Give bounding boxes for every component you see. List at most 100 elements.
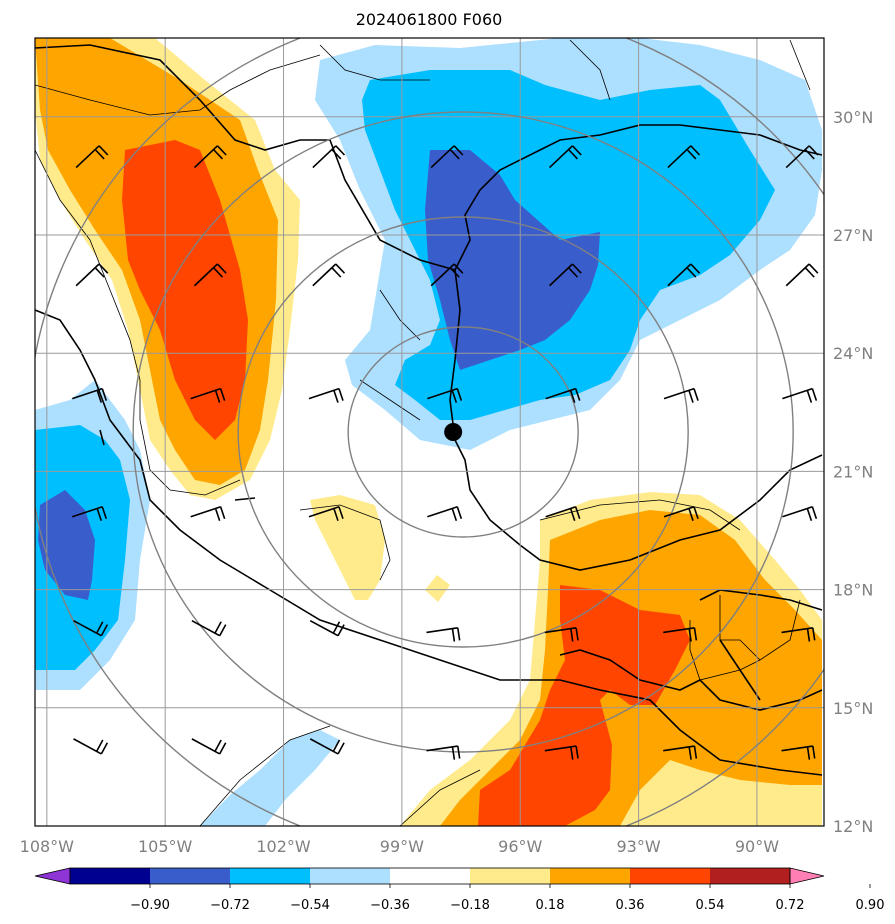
latitude-label: 15°N — [833, 699, 873, 718]
longitude-labels: 108°W 105°W 102°W 99°W 96°W 93°W 90°W — [20, 837, 780, 856]
colorbar-tick-label: 0.90 — [856, 898, 885, 913]
wind-barb — [548, 263, 582, 287]
graticule — [35, 38, 824, 826]
wind-barb — [663, 627, 698, 642]
wind-barb — [667, 145, 701, 169]
wind-barb — [426, 627, 461, 642]
colorbar-tick-label: 0.18 — [536, 898, 565, 913]
wind-barb — [430, 145, 464, 169]
wind-barb — [548, 145, 582, 169]
map-frame — [34, 37, 825, 827]
range-ring — [347, 326, 579, 538]
wind-barb — [663, 745, 698, 760]
longitude-label: 105°W — [138, 837, 193, 856]
colorbar-tick-label: −0.72 — [210, 898, 250, 913]
wind-barb — [75, 145, 109, 169]
colorbar-segment — [150, 868, 230, 884]
negative-anomaly-southwest-strip — [200, 730, 340, 826]
colorbar-tick-label: −0.36 — [370, 898, 410, 913]
wind-barb — [72, 387, 108, 403]
wind-barb — [309, 738, 345, 755]
map-area — [35, 38, 824, 826]
longitude-label: 108°W — [20, 837, 75, 856]
wind-barb — [430, 263, 464, 287]
wind-barb — [191, 619, 227, 637]
wind-barb — [312, 263, 346, 287]
positive-anomaly-small-1 — [310, 495, 385, 600]
colorbar-segment — [470, 868, 550, 884]
f-se-r — [478, 585, 690, 826]
colorbar-tick-label: 0.36 — [616, 898, 645, 913]
colorbar-under-extension — [34, 867, 71, 885]
wind-barb — [785, 263, 819, 287]
wind-barb — [785, 145, 819, 169]
center-marker — [444, 423, 463, 441]
range-ring — [132, 111, 794, 753]
colorbar-over-extension — [789, 867, 825, 885]
negative-anomaly-west — [35, 380, 150, 690]
wind-barb — [781, 627, 816, 642]
colorbar: −0.90 −0.72 −0.54 −0.36 −0.18 0.18 0.36 0.54 0.7… — [34, 867, 885, 913]
longitude-label: 102°W — [256, 837, 311, 856]
wind-barb — [72, 506, 108, 522]
latitude-label: 21°N — [833, 462, 873, 481]
latitude-label: 24°N — [833, 344, 873, 363]
colorbar-segment — [230, 868, 310, 884]
wind-barb — [544, 627, 579, 642]
colorbar-tick-label: 0.54 — [696, 898, 725, 913]
positive-anomaly-small-2 — [425, 575, 450, 602]
latitude-label: 27°N — [833, 226, 873, 245]
wind-barbs — [72, 145, 819, 760]
wind-barb — [312, 145, 346, 169]
colorbar-tick-label: −0.18 — [450, 898, 490, 913]
wind-barb — [309, 619, 345, 637]
map-title: 2024061800 F060 — [356, 10, 503, 29]
wind-barb — [190, 506, 226, 522]
latitude-label: 18°N — [833, 581, 873, 600]
latitude-label: 12°N — [833, 817, 873, 836]
longitude-label: 90°W — [735, 837, 779, 856]
wind-barb — [663, 387, 699, 403]
wind-barb — [663, 506, 699, 522]
wind-barb — [191, 738, 227, 755]
wind-barb — [667, 263, 701, 287]
wind-barb — [545, 506, 581, 522]
latitude-labels: 30°N 27°N 24°N 21°N 18°N 15°N 12°N — [833, 108, 873, 836]
colorbar-segment — [710, 868, 790, 884]
wind-barb — [73, 738, 109, 755]
wind-barb — [427, 506, 463, 522]
longitude-label: 93°W — [616, 837, 660, 856]
range-rings — [35, 38, 824, 826]
colorbar-tick-label: −0.54 — [290, 898, 330, 913]
wind-barb — [193, 145, 227, 169]
f-g-d — [425, 150, 600, 370]
colorbar-segment — [630, 868, 710, 884]
wind-barb — [193, 263, 227, 287]
wind-barb — [190, 387, 226, 403]
wind-barb — [308, 387, 344, 403]
wind-barb — [782, 387, 818, 403]
wind-barb — [308, 506, 344, 522]
colorbar-frame — [69, 867, 791, 885]
colorbar-segment — [550, 868, 630, 884]
wind-barb — [544, 745, 579, 760]
negative-anomaly-gulf — [315, 38, 822, 450]
wind-barb — [545, 387, 581, 403]
latitude-label: 30°N — [833, 108, 873, 127]
longitude-label: 99°W — [380, 837, 424, 856]
range-ring — [237, 216, 689, 648]
longitude-label: 96°W — [498, 837, 542, 856]
f-nw-r — [122, 140, 248, 440]
wind-barb — [427, 387, 463, 403]
wind-barb — [426, 745, 461, 760]
wind-barb — [782, 506, 818, 522]
positive-anomaly-southeast — [400, 492, 822, 826]
colorbar-tick-label: 0.72 — [776, 898, 805, 913]
colorbar-segment — [310, 868, 390, 884]
colorbar-tick-label: −0.90 — [130, 898, 170, 913]
wind-barb — [781, 745, 816, 760]
wind-barb — [75, 263, 109, 287]
colorbar-segment — [390, 868, 470, 884]
colorbar-segment — [70, 868, 150, 884]
